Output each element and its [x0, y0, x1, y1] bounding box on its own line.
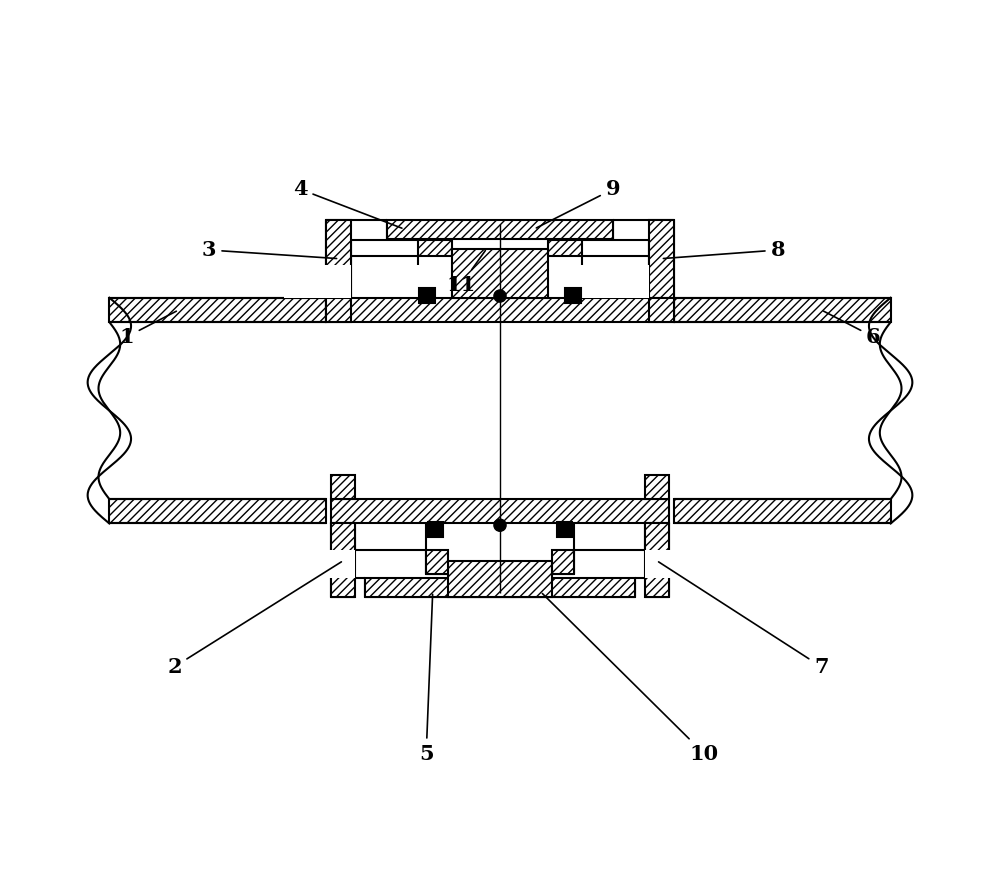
- Bar: [649, 298, 674, 322]
- Bar: [326, 298, 351, 322]
- Bar: [109, 499, 326, 524]
- Bar: [645, 550, 716, 579]
- Bar: [649, 220, 674, 298]
- Bar: [645, 475, 669, 499]
- Bar: [326, 220, 351, 298]
- Bar: [387, 220, 613, 239]
- Text: 6: 6: [824, 311, 881, 347]
- Bar: [331, 475, 355, 499]
- Text: 2: 2: [167, 562, 341, 676]
- Text: 7: 7: [659, 562, 828, 676]
- Bar: [448, 561, 552, 597]
- Bar: [365, 579, 635, 597]
- Text: 4: 4: [293, 179, 402, 228]
- Bar: [582, 265, 649, 298]
- Bar: [452, 249, 548, 298]
- Text: 5: 5: [419, 594, 434, 764]
- Bar: [548, 241, 582, 256]
- Text: 3: 3: [202, 240, 337, 260]
- Bar: [419, 288, 435, 303]
- Bar: [674, 499, 891, 524]
- Bar: [109, 298, 326, 322]
- Circle shape: [494, 519, 506, 531]
- Bar: [645, 524, 669, 597]
- Bar: [284, 550, 355, 579]
- Text: 1: 1: [119, 311, 176, 347]
- Text: 8: 8: [663, 240, 785, 260]
- Bar: [284, 265, 351, 298]
- Circle shape: [494, 290, 506, 303]
- Text: 11: 11: [446, 250, 485, 295]
- Bar: [565, 288, 581, 303]
- Bar: [331, 524, 355, 597]
- Bar: [557, 522, 572, 537]
- Bar: [331, 499, 669, 524]
- Bar: [552, 549, 574, 574]
- Text: 10: 10: [542, 594, 719, 764]
- Bar: [428, 522, 443, 537]
- Text: 9: 9: [536, 179, 620, 228]
- Bar: [426, 549, 448, 574]
- Bar: [418, 241, 452, 256]
- Bar: [674, 298, 891, 322]
- Bar: [326, 298, 674, 322]
